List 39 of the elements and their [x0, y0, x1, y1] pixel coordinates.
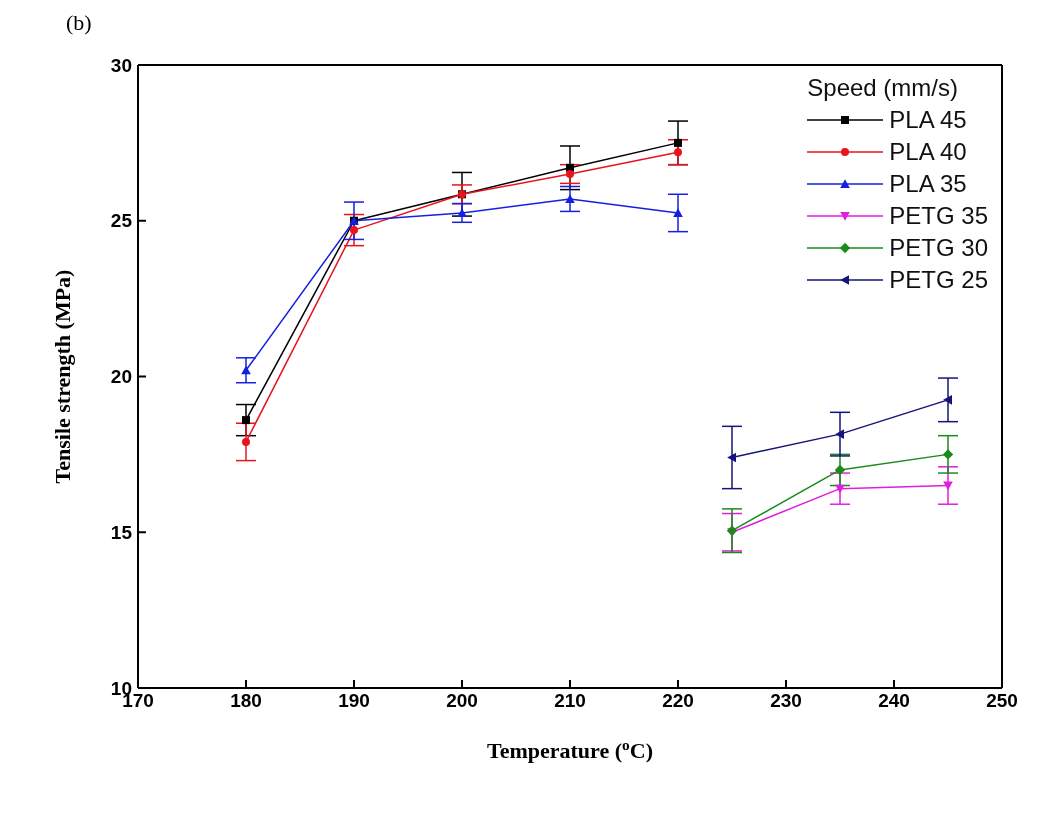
legend-label: PLA 45 — [889, 106, 967, 134]
point — [835, 429, 844, 439]
x-tick-label: 250 — [986, 690, 1018, 712]
point — [673, 208, 683, 217]
point — [674, 138, 682, 147]
point — [727, 452, 736, 463]
legend-label: PLA 35 — [889, 170, 967, 198]
point — [350, 226, 358, 235]
point — [834, 464, 846, 476]
legend-label: PETG 30 — [889, 234, 988, 262]
chart-title: (b) — [66, 10, 92, 36]
y-tick-label: 25 — [110, 210, 133, 232]
legend-title: Speed (mm/s) — [807, 74, 959, 102]
point — [942, 449, 954, 460]
y-tick-label: 20 — [110, 366, 132, 388]
point — [674, 148, 682, 157]
y-axis-title: Tensile strength (MPa) — [50, 269, 75, 484]
x-axis-title: Temperature ($^{o}$C) — [487, 735, 653, 763]
legend-label: PETG 25 — [889, 266, 988, 294]
x-tick-label: 240 — [878, 690, 910, 712]
x-tick-label: 220 — [662, 690, 694, 712]
point — [835, 484, 845, 494]
legend-label: PLA 40 — [889, 138, 967, 166]
x-tick-label: 210 — [554, 690, 586, 712]
point — [241, 365, 251, 375]
point — [566, 170, 574, 179]
y-tick-label: 15 — [110, 521, 133, 543]
point — [242, 416, 250, 425]
point — [943, 395, 952, 405]
x-tick-label: 230 — [770, 690, 802, 712]
point — [242, 437, 250, 446]
x-tick-label: 190 — [338, 690, 370, 712]
y-tick-label: 30 — [110, 54, 132, 76]
point — [457, 208, 467, 217]
x-tick-label: 180 — [230, 690, 262, 712]
point — [943, 481, 953, 491]
x-tick-label: 200 — [446, 690, 478, 712]
point — [565, 194, 575, 203]
legend-label: PETG 35 — [889, 202, 988, 230]
